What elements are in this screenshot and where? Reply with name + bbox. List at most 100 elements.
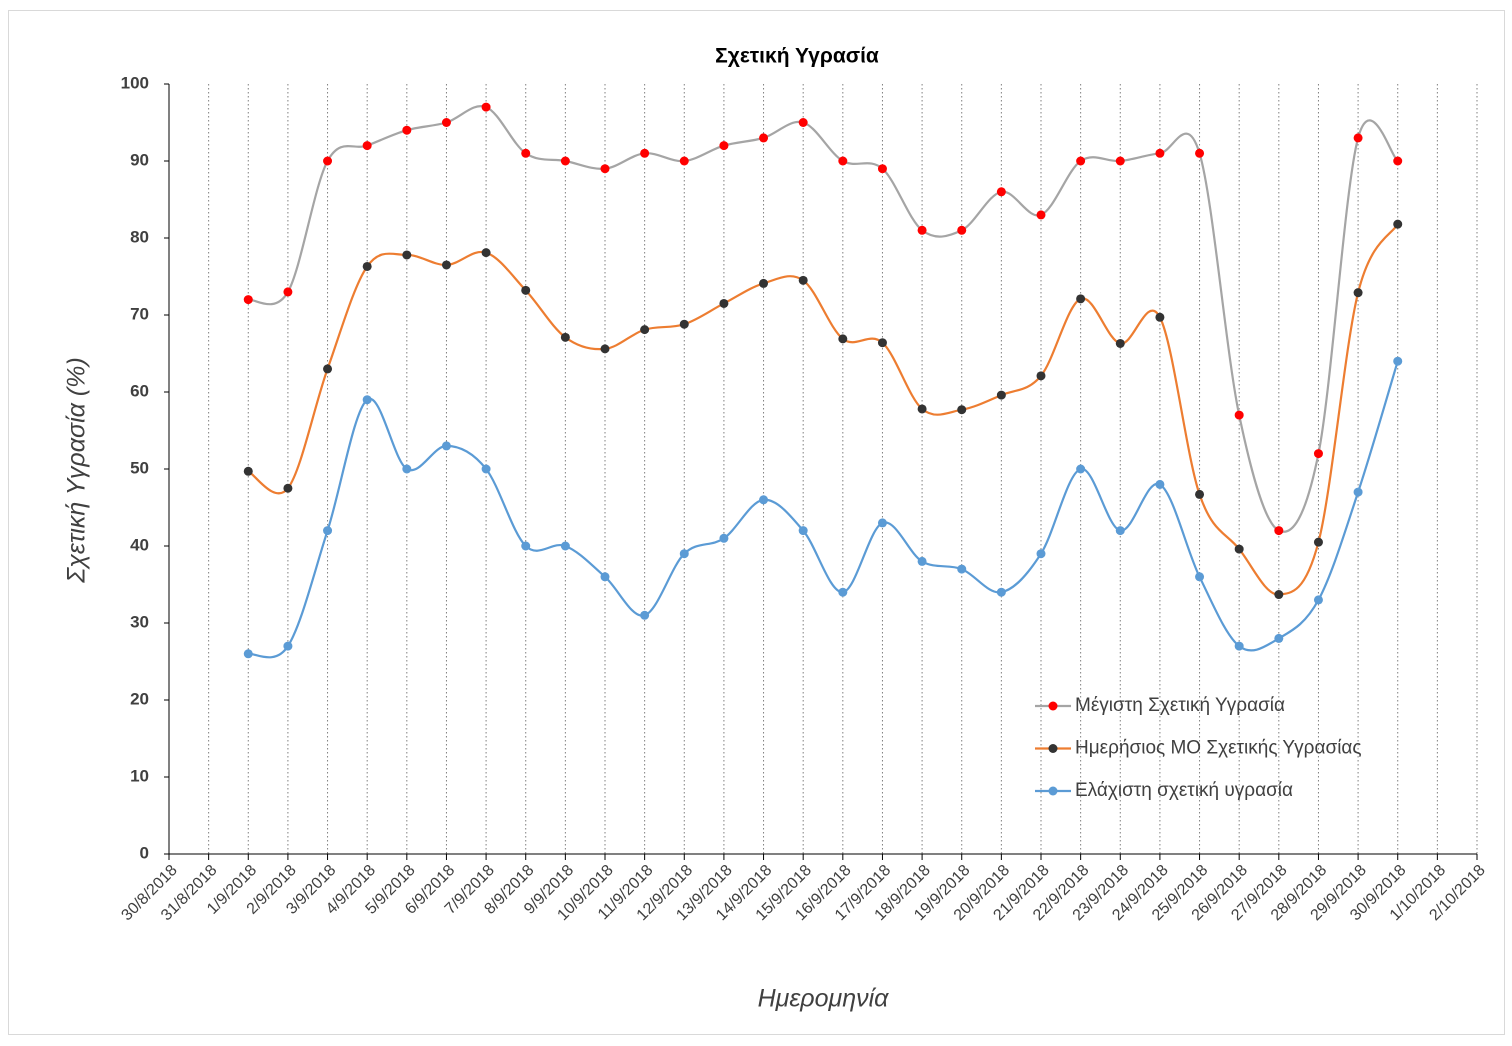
- data-point: [323, 156, 333, 166]
- data-point: [481, 102, 491, 112]
- data-point: [521, 148, 531, 158]
- y-tick-label: 20: [130, 689, 149, 708]
- data-point: [1076, 294, 1086, 304]
- data-point: [1036, 549, 1046, 559]
- legend-marker: [1048, 701, 1058, 711]
- data-point: [1274, 526, 1284, 536]
- data-point: [719, 298, 729, 308]
- data-point: [560, 156, 570, 166]
- data-point: [521, 541, 531, 551]
- data-point: [1195, 489, 1205, 499]
- data-point: [877, 338, 887, 348]
- data-point: [1115, 338, 1125, 348]
- legend-marker: [1048, 786, 1058, 796]
- data-point: [1353, 288, 1363, 298]
- data-point: [996, 390, 1006, 400]
- data-point: [719, 533, 729, 543]
- data-point: [640, 610, 650, 620]
- data-point: [600, 344, 610, 354]
- x-axis-label: Ημερομηνία: [758, 985, 890, 1013]
- data-point: [1234, 544, 1244, 554]
- data-point: [283, 287, 293, 297]
- data-point: [441, 260, 451, 270]
- data-point: [1115, 526, 1125, 536]
- data-point: [1076, 464, 1086, 474]
- y-tick-label: 30: [130, 612, 149, 631]
- data-point: [679, 156, 689, 166]
- data-point: [1353, 487, 1363, 497]
- data-point: [481, 464, 491, 474]
- data-point: [1274, 633, 1284, 643]
- data-point: [362, 141, 372, 151]
- data-point: [1036, 371, 1046, 381]
- y-tick-label: 70: [130, 304, 149, 323]
- y-tick-label: 10: [130, 766, 149, 785]
- data-point: [1234, 641, 1244, 651]
- data-point: [957, 225, 967, 235]
- data-point: [402, 464, 412, 474]
- data-point: [1313, 595, 1323, 605]
- chart-title: Σχετική Υγρασία: [715, 45, 879, 68]
- data-point: [402, 250, 412, 260]
- data-point: [798, 118, 808, 127]
- legend-marker: [1048, 744, 1058, 753]
- data-point: [560, 332, 570, 342]
- data-point: [838, 587, 848, 597]
- data-point: [1393, 156, 1403, 166]
- data-point: [560, 541, 570, 551]
- series-line: [248, 360, 1399, 659]
- data-point: [917, 404, 927, 414]
- data-point: [323, 526, 333, 536]
- data-point: [481, 248, 491, 258]
- data-point: [838, 156, 848, 166]
- data-point: [640, 325, 650, 335]
- data-point: [917, 225, 927, 235]
- data-point: [957, 564, 967, 574]
- data-point: [1155, 312, 1165, 322]
- data-point: [1155, 479, 1165, 489]
- y-axis-label: Σχετική Υγρασία (%): [63, 357, 91, 583]
- data-point: [441, 118, 451, 127]
- data-point: [243, 649, 253, 659]
- data-point: [362, 395, 372, 405]
- data-point: [1195, 148, 1205, 158]
- data-point: [1155, 148, 1165, 158]
- data-point: [1313, 449, 1323, 459]
- data-point: [957, 405, 967, 415]
- data-point: [402, 125, 412, 135]
- data-point: [243, 466, 253, 476]
- data-point: [1076, 156, 1086, 166]
- y-tick-label: 80: [130, 227, 149, 246]
- data-point: [600, 572, 610, 582]
- data-point: [640, 148, 650, 158]
- data-point: [283, 483, 293, 493]
- series-line: [247, 223, 1399, 596]
- legend-label: Μέγιστη Σχετική Υγρασία: [1075, 695, 1285, 716]
- y-tick-label: 100: [121, 73, 149, 92]
- y-tick-label: 50: [130, 458, 149, 477]
- data-point: [323, 364, 333, 374]
- y-tick-label: 40: [130, 535, 149, 554]
- y-tick-label: 90: [130, 150, 149, 169]
- data-point: [1274, 590, 1284, 600]
- data-point: [917, 556, 927, 566]
- data-point: [1393, 219, 1403, 229]
- data-point: [1115, 156, 1125, 166]
- data-point: [759, 133, 769, 143]
- data-point: [441, 441, 451, 451]
- data-point: [877, 164, 887, 174]
- y-tick-label: 0: [140, 843, 149, 862]
- data-point: [798, 275, 808, 285]
- data-point: [1313, 537, 1323, 547]
- data-point: [1036, 210, 1046, 220]
- chart-frame: [8, 10, 1505, 1035]
- data-point: [362, 261, 372, 271]
- data-point: [996, 187, 1006, 197]
- data-point: [798, 526, 808, 536]
- data-point: [877, 518, 887, 528]
- data-point: [996, 587, 1006, 597]
- data-point: [1393, 356, 1403, 366]
- data-point: [719, 141, 729, 151]
